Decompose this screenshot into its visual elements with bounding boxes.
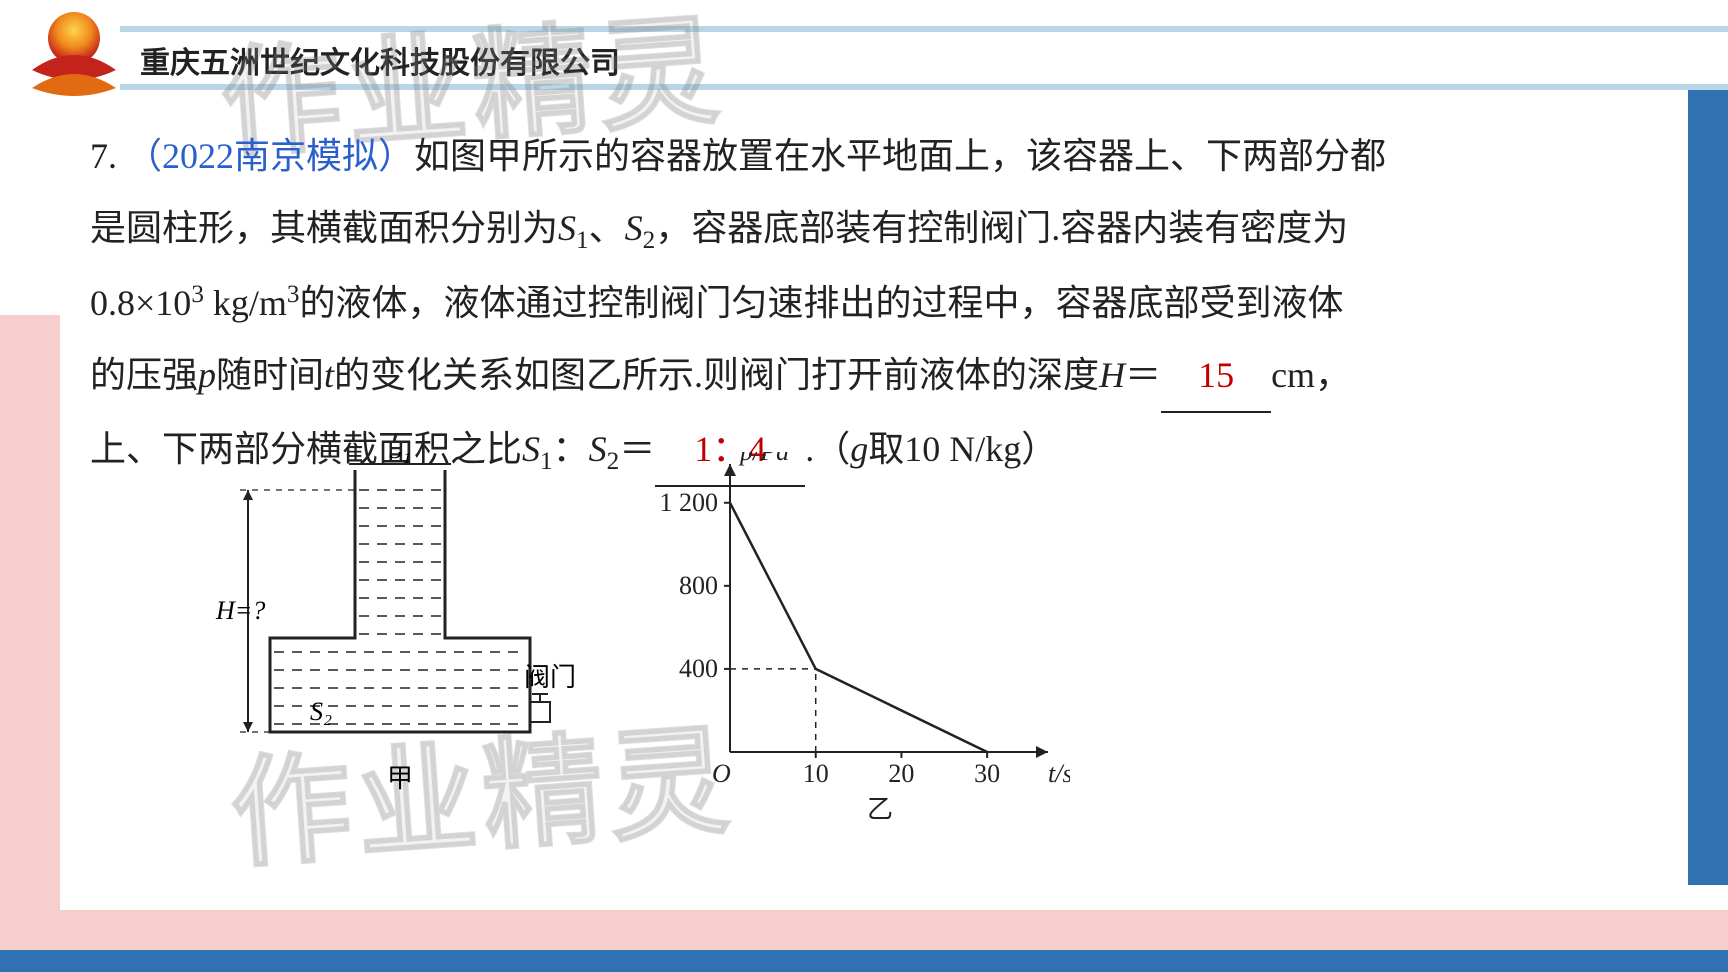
brand-logo-icon <box>24 0 124 100</box>
text: kg/m <box>204 283 287 323</box>
text: 的液体，液体通过控制阀门匀速排出的过程中，容器底部受到液体 <box>300 283 1344 323</box>
text: 的变化关系如图乙所示.则阀门打开前液体的深度 <box>334 355 1099 395</box>
text: 如图甲所示的容器放置在水平地面上，该容器上、下两部分都 <box>414 136 1386 176</box>
text: 0.8×10 <box>90 283 191 323</box>
svg-text:甲: 甲 <box>387 764 413 793</box>
svg-text:20: 20 <box>888 759 914 788</box>
svg-text:S₁: S₁ <box>389 452 411 464</box>
left-accent-bar <box>0 315 60 910</box>
sup: 3 <box>191 281 204 308</box>
problem-text: 7. （2022南京模拟）如图甲所示的容器放置在水平地面上，该容器上、下两部分都… <box>90 120 1660 487</box>
header-rule-top <box>120 26 1728 32</box>
svg-text:400: 400 <box>679 654 718 683</box>
var-H: H <box>1099 355 1125 395</box>
svg-text:800: 800 <box>679 571 718 600</box>
var-S2: S <box>625 208 643 248</box>
text: ，容器底部装有控制阀门.容器内装有密度为 <box>655 208 1348 248</box>
svg-text:乙: 乙 <box>867 795 893 824</box>
footer-blue-strip <box>0 950 1728 972</box>
problem-number: 7. <box>90 136 117 176</box>
svg-text:10: 10 <box>803 759 829 788</box>
figure-yi-chart: 10 20 30 400 800 1 200 Ot/s p/Pa 乙 <box>630 452 1070 832</box>
svg-text:t/s: t/s <box>1048 759 1070 788</box>
answer-1: 15 <box>1198 355 1234 395</box>
company-name: 重庆五洲世纪文化科技股份有限公司 <box>140 38 620 82</box>
svg-text:p/Pa: p/Pa <box>738 452 789 466</box>
footer-pink-strip <box>0 910 1728 950</box>
right-accent-bar <box>1688 90 1728 885</box>
text: 的压强 <box>90 355 198 395</box>
sub: 2 <box>607 448 620 475</box>
svg-text:1 200: 1 200 <box>660 488 719 517</box>
text: cm， <box>1271 355 1351 395</box>
svg-text:H=?: H=? <box>215 596 265 625</box>
var-t: t <box>324 355 334 395</box>
var-S2: S <box>589 429 607 469</box>
eq: ＝ <box>1125 355 1161 395</box>
svg-text:O: O <box>712 759 731 788</box>
page: 重庆五洲世纪文化科技股份有限公司 作业精灵 作业精灵 7. （2022南京模拟）… <box>0 0 1728 972</box>
text: 随时间 <box>216 355 324 395</box>
svg-text:30: 30 <box>974 759 1000 788</box>
sub: 1 <box>576 227 589 254</box>
text: 、 <box>589 208 625 248</box>
var-S1: S <box>558 208 576 248</box>
svg-text:S₂: S₂ <box>310 697 332 726</box>
var-p: p <box>198 355 216 395</box>
sup: 3 <box>287 281 300 308</box>
svg-text:阀门: 阀门 <box>524 663 576 692</box>
sub: 2 <box>643 227 656 254</box>
text: 是圆柱形，其横截面积分别为 <box>90 208 558 248</box>
header-rule-bottom <box>120 84 1728 90</box>
problem-source: （2022南京模拟） <box>126 136 414 176</box>
figure-jia-container-diagram: 阀门 H=? S₁ S₂ 甲 <box>210 452 590 832</box>
